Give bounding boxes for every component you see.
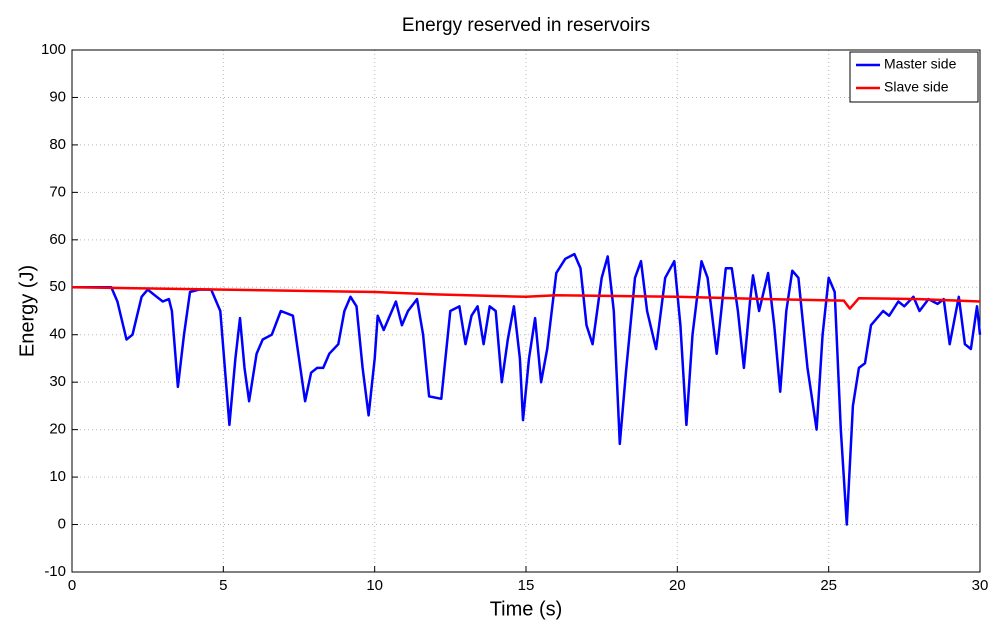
legend-label: Slave side [884,79,949,95]
x-axis-label: Time (s) [490,598,563,620]
y-tick-label: 80 [49,136,66,153]
x-tick-label: 30 [972,577,989,594]
data-line [72,252,982,526]
legend-label: Master side [884,56,957,72]
y-tick-label: 30 [49,373,66,390]
y-tick-label: 0 [58,516,66,533]
x-tick-label: 5 [219,577,227,594]
plot-frame [71,49,981,573]
data-line [71,286,981,310]
x-tick-label: 20 [669,577,686,594]
x-tick-label: 0 [68,577,76,594]
y-tick-label: 40 [49,326,66,343]
x-tick-label: 10 [366,577,383,594]
y-tick-label: 70 [49,183,66,200]
legend-box [849,51,979,103]
y-tick-label: 10 [49,468,66,485]
x-tick-label: 25 [820,577,837,594]
y-tick-label: 100 [41,41,66,58]
y-tick-label: 50 [49,278,66,295]
y-tick-label: 60 [49,231,66,248]
chart-title: Energy reserved in reservoirs [402,15,650,36]
x-tick-label: 15 [518,577,535,594]
y-tick-label: -10 [44,563,66,580]
y-tick-label: 20 [49,421,66,438]
y-axis-label: Energy (J) [16,265,38,357]
y-tick-label: 90 [49,88,66,105]
